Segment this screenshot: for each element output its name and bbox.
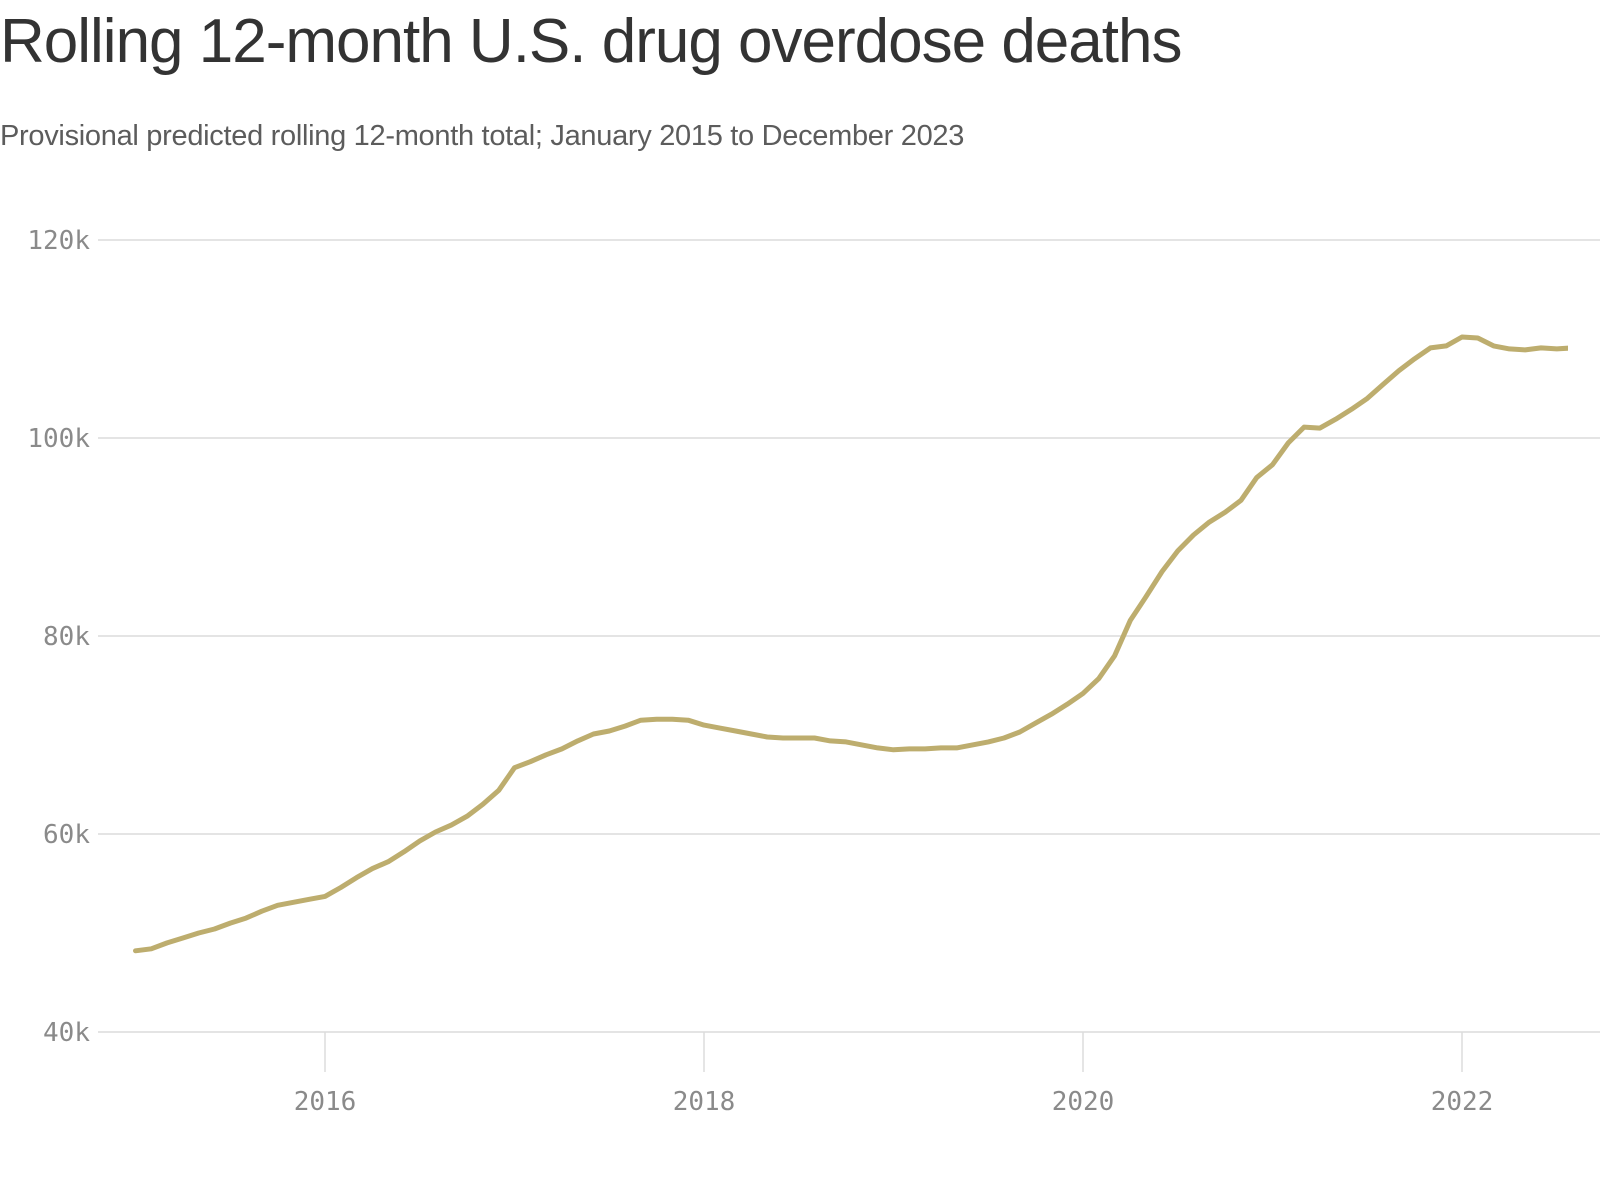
series-line-0: [133, 334, 1568, 954]
y-tick-label: 100k: [27, 424, 90, 454]
y-axis: 120k 100k 80k 60k 40k: [27, 226, 90, 1048]
x-tick-label: 2020: [1052, 1087, 1115, 1117]
gridlines: [98, 239, 1600, 1033]
y-tick-label: 60k: [43, 820, 90, 850]
x-tick-label: 2018: [673, 1087, 736, 1117]
chart-title: Rolling 12-month U.S. drug overdose deat…: [0, 7, 1182, 76]
series-layer: [133, 334, 1568, 954]
chart-subtitle: Provisional predicted rolling 12-month t…: [0, 120, 965, 152]
y-tick-label: 120k: [27, 226, 90, 256]
x-tick-label: 2016: [294, 1087, 357, 1117]
y-tick-label: 80k: [43, 622, 90, 652]
y-tick-label: 40k: [43, 1018, 90, 1048]
x-tick-label: 2022: [1431, 1087, 1494, 1117]
x-axis: 2016 2018 2020 2022: [294, 1032, 1494, 1117]
